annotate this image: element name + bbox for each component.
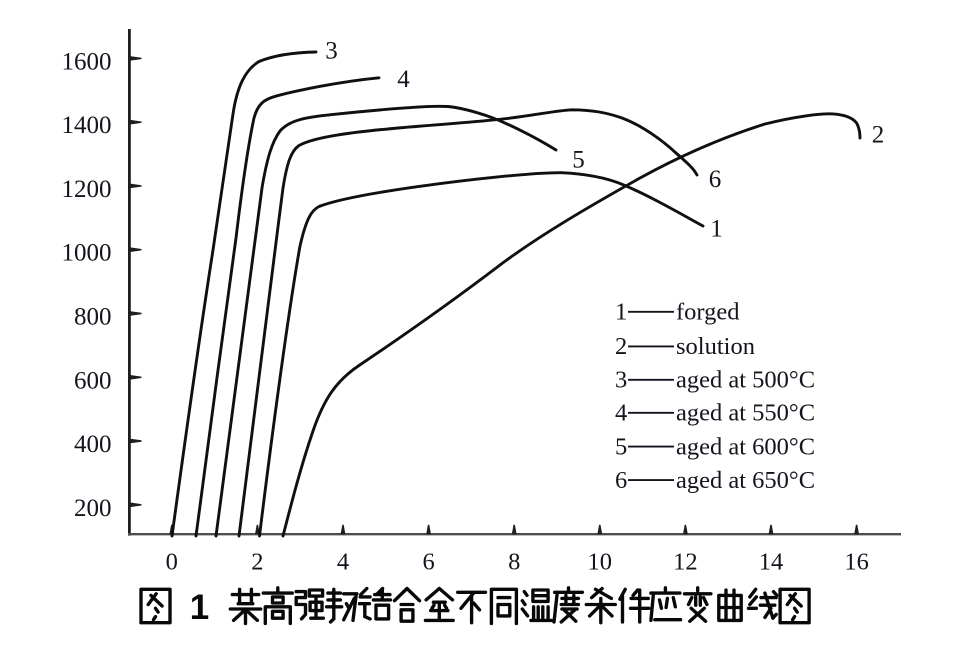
svg-text:1: 1 bbox=[190, 588, 209, 627]
svg-text:2: 2 bbox=[251, 549, 263, 576]
svg-text:3: 3 bbox=[325, 38, 338, 65]
svg-text:14: 14 bbox=[759, 549, 784, 576]
svg-text:aged at 550°C: aged at 550°C bbox=[676, 400, 815, 427]
svg-text:solution: solution bbox=[676, 333, 755, 360]
svg-text:1000: 1000 bbox=[62, 240, 112, 267]
svg-text:1600: 1600 bbox=[62, 48, 112, 75]
svg-text:800: 800 bbox=[74, 304, 112, 331]
svg-text:400: 400 bbox=[74, 431, 112, 458]
svg-text:3: 3 bbox=[615, 367, 627, 394]
svg-text:forged: forged bbox=[676, 299, 740, 326]
svg-text:4: 4 bbox=[337, 549, 349, 576]
svg-text:1: 1 bbox=[615, 299, 627, 326]
svg-text:aged at 500°C: aged at 500°C bbox=[676, 367, 815, 394]
svg-text:12: 12 bbox=[673, 549, 698, 576]
svg-text:200: 200 bbox=[74, 495, 112, 522]
svg-text:aged at 600°C: aged at 600°C bbox=[676, 433, 815, 460]
svg-text:10: 10 bbox=[588, 549, 613, 576]
svg-text:4: 4 bbox=[397, 66, 410, 93]
svg-text:6: 6 bbox=[709, 166, 722, 193]
svg-text:1400: 1400 bbox=[62, 112, 112, 139]
svg-text:6: 6 bbox=[422, 549, 434, 576]
svg-text:5: 5 bbox=[572, 147, 585, 174]
svg-text:2: 2 bbox=[615, 333, 627, 360]
svg-text:6: 6 bbox=[615, 467, 627, 494]
svg-text:2: 2 bbox=[872, 122, 885, 149]
svg-text:1: 1 bbox=[710, 216, 723, 243]
svg-text:0: 0 bbox=[166, 549, 178, 576]
svg-text:8: 8 bbox=[508, 549, 520, 576]
svg-text:600: 600 bbox=[74, 367, 112, 394]
svg-text:4: 4 bbox=[615, 400, 627, 427]
svg-text:1200: 1200 bbox=[62, 176, 112, 203]
svg-text:aged at 650°C: aged at 650°C bbox=[676, 467, 815, 494]
svg-text:16: 16 bbox=[844, 549, 869, 576]
svg-text:5: 5 bbox=[615, 433, 627, 460]
